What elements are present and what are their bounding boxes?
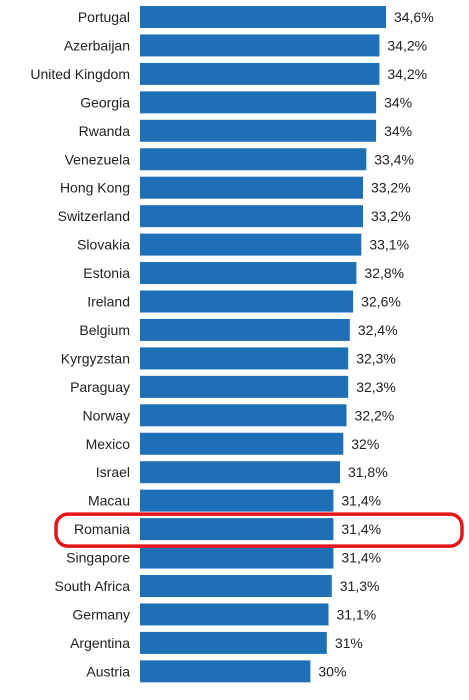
category-label: Belgium (79, 322, 130, 338)
category-label: Portugal (78, 9, 130, 25)
value-label: 33,1% (369, 237, 409, 253)
bar (140, 62, 380, 85)
chart-rows: Portugal 34,6% Azerbaijan 34,2% United Kingd… (30, 6, 434, 683)
category-label: Azerbaijan (64, 37, 130, 53)
value-label: 32,3% (356, 379, 396, 395)
bar (140, 119, 377, 142)
bar (140, 375, 349, 398)
category-label: Macau (88, 493, 130, 509)
bar (140, 91, 377, 114)
bar (140, 518, 334, 541)
category-label: Georgia (80, 94, 130, 110)
value-label: 34,2% (387, 37, 427, 53)
bar (140, 205, 363, 228)
value-label: 32,3% (356, 350, 396, 366)
value-label: 33,2% (371, 180, 411, 196)
category-label: Norway (83, 407, 130, 423)
bar (140, 404, 347, 427)
bar (140, 575, 332, 597)
value-label: 31,4% (341, 550, 381, 566)
category-label: Rwanda (79, 123, 131, 139)
value-label: 32,4% (358, 322, 398, 338)
bar (140, 631, 327, 654)
bar (140, 148, 367, 171)
bar (140, 347, 349, 370)
category-label: Switzerland (58, 208, 130, 224)
value-label: 32,6% (361, 294, 401, 310)
category-label: Germany (72, 606, 130, 622)
value-label: 34% (384, 123, 412, 139)
category-label: Kyrgyzstan (61, 350, 130, 366)
category-label: Austria (86, 663, 130, 679)
value-label: 32,8% (364, 265, 404, 281)
highlight-outline (54, 512, 464, 548)
value-label: 34% (384, 94, 412, 110)
value-label: 31,4% (341, 493, 381, 509)
category-label: Romania (74, 521, 130, 537)
value-label: 34,2% (387, 66, 427, 82)
category-label: Paraguay (70, 379, 130, 395)
value-label: 34,6% (394, 9, 434, 25)
bar (140, 318, 350, 341)
value-label: 32,2% (355, 407, 395, 423)
value-label: 31,8% (348, 464, 388, 480)
value-label: 33,4% (374, 151, 414, 167)
bar (140, 6, 386, 28)
bar (140, 233, 362, 256)
category-label: Singapore (66, 550, 130, 566)
bar (140, 262, 357, 285)
bar (140, 546, 334, 569)
category-label: Venezuela (65, 151, 131, 167)
bar (140, 290, 354, 313)
category-label: Slovakia (77, 237, 130, 253)
value-label: 31,3% (340, 578, 380, 594)
category-label: Argentina (70, 635, 130, 651)
value-label: 30% (318, 663, 346, 679)
value-label: 31% (335, 635, 363, 651)
bar (140, 461, 340, 484)
value-label: 31,1% (336, 606, 376, 622)
value-label: 32% (351, 436, 379, 452)
bar (140, 489, 334, 512)
bar (140, 603, 329, 626)
value-label: 31,4% (341, 521, 381, 537)
category-label: South Africa (55, 578, 131, 594)
value-label: 33,2% (371, 208, 411, 224)
category-label: Hong Kong (60, 180, 130, 196)
category-label: Ireland (87, 294, 130, 310)
bar (140, 176, 363, 199)
category-label: Estonia (83, 265, 130, 281)
bar (140, 432, 344, 455)
bar (140, 34, 380, 57)
category-label: Israel (96, 464, 130, 480)
category-label: United Kingdom (30, 66, 130, 82)
bar (140, 660, 311, 683)
category-label: Mexico (86, 436, 131, 452)
